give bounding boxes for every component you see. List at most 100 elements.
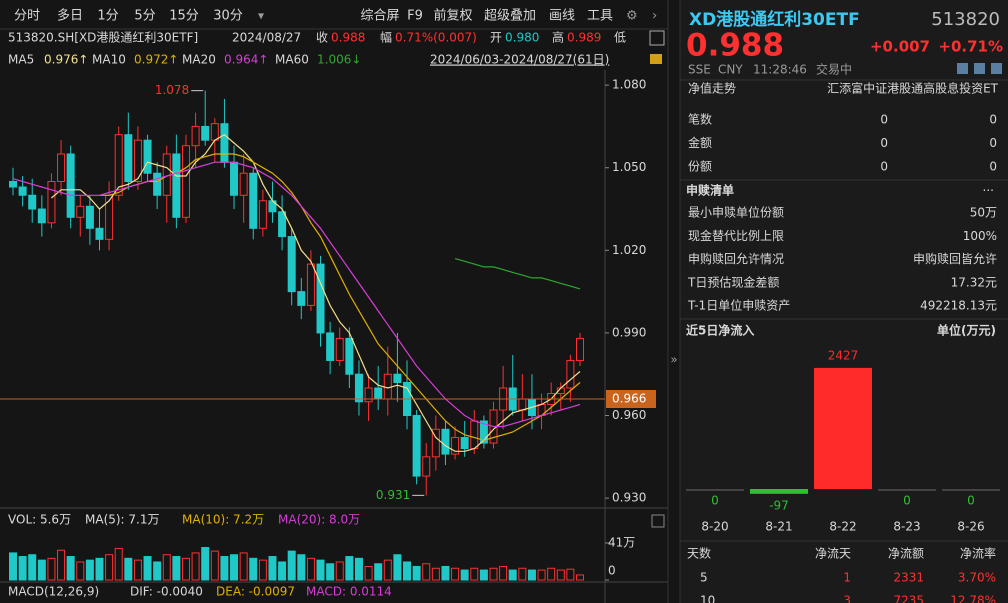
icon[interactable]: [974, 63, 985, 74]
expand-icon[interactable]: »: [670, 353, 677, 367]
price: 0.988: [686, 28, 784, 64]
x-tick-label: 8-23: [893, 520, 920, 534]
ma-value: 0.976↑: [44, 53, 88, 67]
candle-body: [383, 373, 392, 400]
time: 11:28:46: [753, 63, 807, 77]
settings-icon[interactable]: ⚙: [626, 9, 638, 24]
icon[interactable]: [957, 63, 968, 74]
volume-bar: [172, 556, 181, 581]
code: 513820.SH[XD港股通红利30ETF]: [8, 30, 198, 45]
volume-bar: [230, 554, 239, 581]
volume-bar: [47, 557, 56, 581]
y-tick-label: 41万: [608, 536, 635, 550]
fund-code: 513820: [931, 9, 1000, 30]
table-cell: 7235: [893, 594, 924, 603]
y-tick-label: 1.080: [612, 78, 646, 92]
value: 0.980: [505, 31, 539, 45]
volume-bar: [124, 557, 133, 581]
volume-bar: [278, 561, 287, 581]
candle-body: [153, 172, 162, 196]
tool-button[interactable]: F9: [407, 9, 423, 24]
row-value: 50万: [970, 206, 997, 220]
candle-body: [297, 291, 306, 306]
volume-bar: [393, 554, 402, 581]
table-header: 天数: [687, 546, 711, 561]
candle-body: [220, 123, 229, 163]
ma-value: 0.964↑: [224, 53, 268, 67]
volume-bar: [354, 557, 363, 581]
label: 高: [552, 30, 564, 45]
y-tick-label: 0.930: [612, 491, 646, 505]
volume-bar: [518, 567, 527, 581]
volume-bar: [383, 559, 392, 581]
period-tab[interactable]: 5分: [134, 9, 155, 24]
ma-value: 0.972↑: [134, 53, 178, 67]
tool-button[interactable]: 超级叠加: [484, 9, 536, 24]
volume-bar: [9, 552, 17, 581]
y-tick-label: 0.960: [612, 408, 646, 422]
dropdown-icon[interactable]: ▾: [258, 9, 264, 23]
table-header: 净流额: [888, 547, 924, 561]
candle-body: [105, 194, 114, 240]
row-value: 0: [880, 113, 888, 127]
volume-bar: [499, 565, 508, 581]
tool-button[interactable]: 综合屏: [360, 9, 399, 24]
table-cell: 12.78%: [950, 594, 996, 603]
volume-bar: [374, 563, 383, 581]
nav-title[interactable]: 净值走势: [688, 81, 736, 96]
period-tab[interactable]: 15分: [169, 9, 199, 24]
wp-icon[interactable]: [649, 30, 665, 46]
candle-body: [470, 420, 479, 450]
ma-value: 1.006↓: [317, 53, 361, 67]
row-value: 100%: [963, 229, 997, 243]
table-cell: 10: [700, 594, 715, 603]
volume-bar: [527, 569, 536, 581]
row-label: 最小申赎单位份额: [688, 205, 784, 220]
period-tab[interactable]: 分时: [14, 9, 40, 24]
volume-bar: [297, 554, 306, 581]
volume-bar: [210, 550, 219, 581]
inflow-bar: [686, 489, 744, 491]
more[interactable]: ···: [983, 184, 994, 198]
value: 0.71%(0.007): [395, 31, 477, 45]
high-annotation: 1.078: [155, 83, 189, 97]
ma-name: MA5: [8, 53, 34, 67]
x-tick-label: 8-26: [957, 520, 984, 534]
low-annotation: 0.931: [376, 488, 410, 502]
candle-body: [66, 153, 75, 218]
volume-bar: [95, 557, 104, 581]
y-tick-label: 0: [608, 564, 616, 578]
candle-body: [37, 208, 46, 224]
more-icon[interactable]: ›: [652, 9, 657, 24]
row-value: 0: [989, 160, 997, 174]
volume-bar: [576, 574, 584, 581]
icon[interactable]: [991, 63, 1002, 74]
ma-line: [51, 133, 581, 452]
candle-body: [114, 134, 123, 196]
volume-bar: [431, 567, 440, 581]
row-label: 现金替代比例上限: [688, 228, 784, 243]
range[interactable]: 2024/06/03-2024/08/27(61日): [430, 53, 609, 67]
ma-line: [454, 258, 581, 290]
lock-icon[interactable]: [650, 54, 662, 64]
period-tab[interactable]: 30分: [213, 9, 243, 24]
table-cell: 3: [843, 594, 851, 603]
volume-bar: [403, 561, 412, 581]
candle-body: [374, 387, 383, 400]
exchange: SSE: [688, 63, 711, 77]
volume-bar: [220, 556, 229, 581]
candle-body: [345, 337, 354, 375]
volume-bar: [335, 561, 344, 581]
close-icon[interactable]: [651, 514, 665, 528]
volume-bar: [133, 559, 142, 581]
period-tab[interactable]: 多日: [57, 8, 83, 24]
period-tab[interactable]: 1分: [97, 9, 118, 24]
tool-button[interactable]: 工具: [587, 9, 613, 24]
volume-bar: [162, 554, 171, 581]
tool-button[interactable]: 画线: [549, 9, 575, 24]
macd-dif: DIF: -0.0040: [130, 585, 203, 599]
table-header: 净流天: [815, 547, 851, 561]
volume-bar: [441, 565, 450, 581]
volume-bar: [57, 549, 66, 581]
tool-button[interactable]: 前复权: [433, 8, 472, 24]
